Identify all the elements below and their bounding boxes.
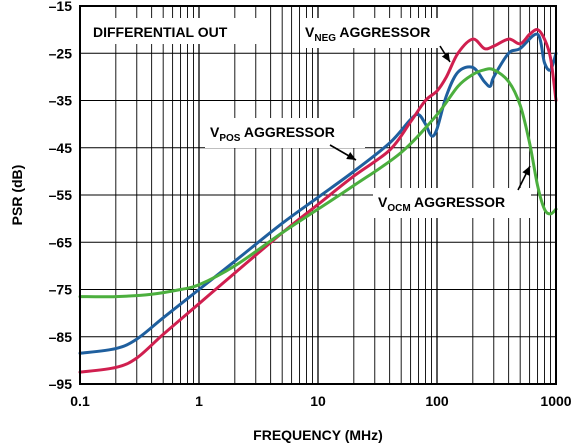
y-tick-label: –25 (49, 45, 73, 61)
vneg-aggressor-label-sub: NEG (314, 33, 336, 44)
y-tick-label: –85 (49, 329, 73, 345)
vneg-aggressor-label: VNEG AGGRESSOR (305, 24, 430, 44)
vpos-aggressor-label: VPOS AGGRESSOR (210, 124, 335, 144)
y-tick-label: –15 (49, 0, 73, 14)
vpos-aggressor-label-sub: POS (219, 133, 240, 144)
y-axis-title: PSR (dB) (9, 165, 25, 226)
y-tick-label: –45 (49, 140, 73, 156)
differential-out-bg (88, 18, 262, 44)
vpos-label-bg (205, 118, 365, 148)
series-layer (78, 28, 558, 374)
x-tick-label: 10 (310, 393, 326, 409)
y-tick-label: –65 (49, 234, 73, 250)
x-tick-label: 100 (425, 393, 449, 409)
vneg-aggressor-label-main: V (305, 24, 315, 40)
series-line-red (78, 28, 558, 374)
y-tick-label: –55 (49, 187, 73, 203)
x-tick-label: 1 (195, 393, 203, 409)
vocm-arrow-head (522, 166, 530, 176)
vpos-aggressor-label-rest: AGGRESSOR (240, 124, 334, 140)
vneg-aggressor-label-rest: AGGRESSOR (336, 24, 430, 40)
plot-frame (79, 5, 557, 385)
vneg-arrow-head (441, 52, 450, 62)
vpos-arrow-head (346, 152, 356, 160)
tick-label-layer: 0.1 1 10 100 1000 –15 –25 –35 –45 –55 –65 –75 –85 –95 (49, 0, 572, 409)
vocm-label-bg (373, 188, 531, 218)
series-line-green (78, 67, 558, 299)
y-tick-label: –75 (49, 282, 73, 298)
vneg-label-bg (300, 18, 460, 48)
x-tick-label: 0.1 (70, 393, 90, 409)
y-tick-label: –35 (49, 93, 73, 109)
vpos-aggressor-label-main: V (210, 124, 220, 140)
x-axis-title: FREQUENCY (MHz) (253, 427, 383, 443)
differential-out-label: DIFFERENTIAL OUT (93, 24, 228, 40)
vocm-aggressor-label-sub: OCM (387, 203, 410, 214)
vocm-aggressor-label: VOCM AGGRESSOR (378, 194, 505, 214)
vocm-aggressor-label-rest: AGGRESSOR (411, 194, 505, 210)
vocm-aggressor-label-main: V (378, 194, 388, 210)
x-tick-label: 1000 (540, 393, 571, 409)
y-tick-label: –95 (49, 376, 73, 392)
